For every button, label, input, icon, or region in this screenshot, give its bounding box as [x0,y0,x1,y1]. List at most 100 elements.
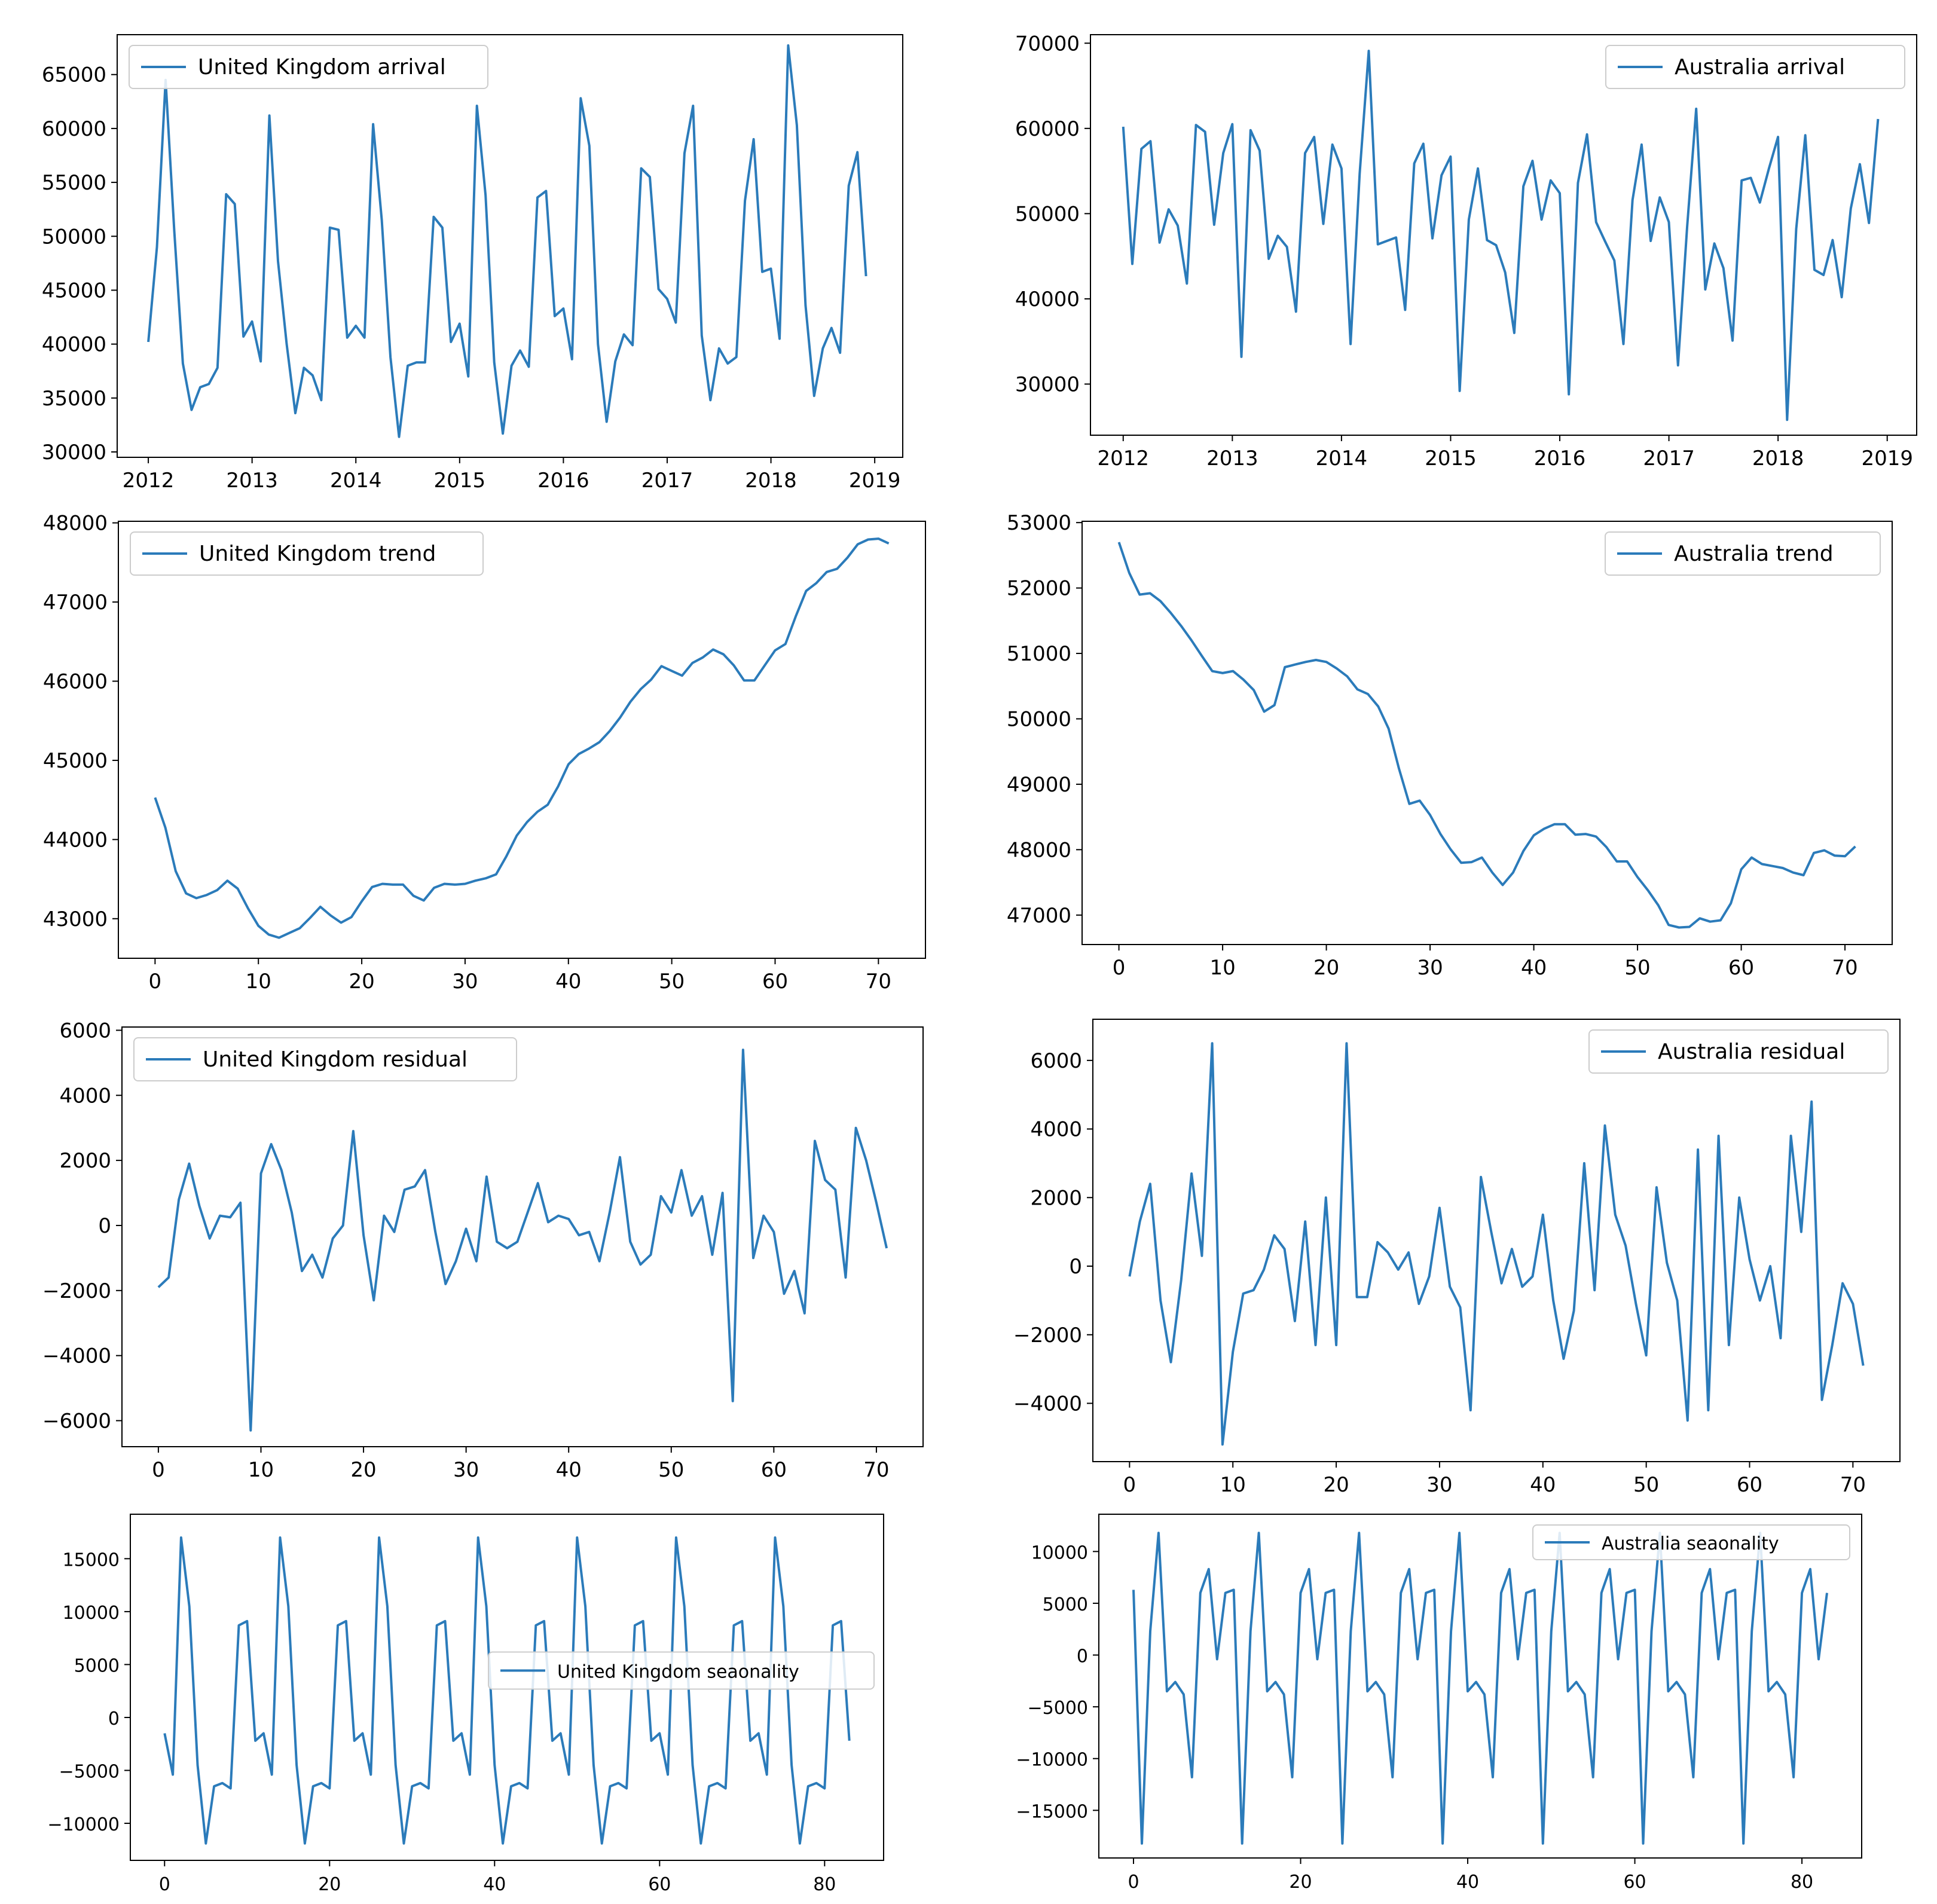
y-tick-label: 48000 [1007,838,1071,862]
x-tick-label: 50 [658,1458,684,1482]
axes-frame [1092,1019,1901,1462]
x-tick-label: 10 [246,970,271,994]
y-tick-label: 60000 [1015,117,1080,141]
series-line [163,1536,851,1845]
legend: United Kingdom arrival [129,45,488,89]
x-tick-label: 2014 [1316,447,1368,470]
legend: United Kingdom seaonality [488,1651,875,1690]
x-tick-label: 20 [1323,1473,1349,1497]
x-tick-label: 0 [149,970,162,994]
x-tick-label: 40 [1456,1872,1479,1893]
y-tick-label: 10000 [1031,1542,1088,1563]
x-tick-label: 2019 [849,469,901,493]
x-tick-label: 80 [813,1874,836,1895]
legend-box [130,531,484,576]
x-tick-label: 2015 [1425,447,1477,470]
au-trend-chart: 0 10 20 30 40 50 60 70 47000 48000 49000 50000 51000… [1007,511,1893,980]
y-tick-label: 6000 [59,1019,111,1043]
y-tick-label: 40000 [1015,288,1080,311]
y-tick-label: −4000 [42,1344,111,1368]
y-tick-label: 5000 [74,1655,120,1676]
y-tick-label: −10000 [47,1814,120,1835]
y-tick-label: 35000 [42,387,106,411]
x-tick-label: 0 [152,1458,165,1482]
y-tick-label: 65000 [42,63,106,87]
x-tick-label: 80 [1791,1872,1813,1893]
legend: Australia trend [1605,531,1881,576]
legend-label: United Kingdom arrival [198,55,446,80]
y-tick-label: 0 [108,1709,120,1729]
x-tick-label: 2018 [745,469,797,493]
x-tick-label: 70 [1832,956,1857,980]
y-tick-label: 5000 [1043,1594,1088,1615]
y-tick-label: 49000 [1007,773,1071,797]
y-tick-label: 10000 [63,1603,120,1624]
y-tick-label: −2000 [42,1279,111,1303]
axes-frame [130,1514,884,1861]
y-tick-label: 0 [1077,1646,1088,1667]
y-tick-label: −2000 [1013,1324,1082,1347]
axes-frame [118,521,926,959]
x-tick-label: 10 [1209,956,1235,980]
y-tick-label: 45000 [43,749,108,773]
x-tick-label: 20 [318,1874,341,1895]
x-tick-label: 40 [1530,1473,1556,1497]
x-tick-label: 40 [556,1458,582,1482]
y-tick-label: 51000 [1007,642,1071,666]
y-tick-label: 0 [98,1214,111,1238]
y-tick-label: −10000 [1016,1750,1088,1771]
x-tick-label: 60 [1728,956,1754,980]
y-tick-label: 48000 [43,512,108,536]
x-tick-label: 10 [248,1458,274,1482]
legend-box [1588,1029,1889,1074]
legend-label: United Kingdom residual [203,1047,468,1072]
x-tick-label: 60 [761,1458,787,1482]
y-tick-label: 4000 [59,1084,111,1108]
uk-seasonality-chart: 0 20 40 60 80 −10000 −5000 0 5000 10000 15000 Unite… [47,1514,884,1895]
y-tick-label: −5000 [59,1761,120,1782]
x-tick-label: 2014 [330,469,382,493]
y-tick-label: 53000 [1007,511,1071,535]
y-tick-label: 47000 [43,591,108,615]
axes-frame [121,1026,924,1447]
y-tick-label: 60000 [42,117,106,141]
x-tick-label: 50 [1624,956,1650,980]
legend-box [1532,1524,1850,1560]
au-residual-chart: 0 10 20 30 40 50 60 70 −4000 −2000 0 2000 4000 6000 Au… [1013,1019,1901,1497]
x-tick-label: 2019 [1861,447,1913,470]
x-tick-label: 2016 [1534,447,1586,470]
au-seasonality-chart: 0 20 40 60 80 −15000 −10000 −5000 0 5000 10000 Aust… [1016,1514,1862,1893]
x-tick-label: 2017 [1643,447,1695,470]
x-tick-label: 70 [863,1458,889,1482]
x-tick-label: 2013 [1206,447,1258,470]
y-tick-label: −4000 [1013,1392,1082,1416]
y-tick-label: 4000 [1030,1118,1082,1142]
legend-label: Australia seaonality [1602,1533,1779,1554]
x-tick-label: 2016 [537,469,589,493]
y-tick-label: 43000 [43,907,108,931]
legend-label: Australia trend [1674,542,1834,566]
x-tick-label: 60 [762,970,788,994]
legend-label: Australia arrival [1675,55,1845,80]
x-tick-label: 70 [1840,1473,1866,1497]
y-tick-label: 44000 [43,828,108,852]
y-tick-label: 2000 [1030,1186,1082,1210]
y-tick-label: 50000 [1007,707,1071,731]
legend-label: Australia residual [1658,1040,1845,1064]
axes-frame [1081,521,1893,945]
y-tick-label: −15000 [1016,1801,1088,1822]
y-tick-label: 2000 [59,1149,111,1173]
y-tick-label: 52000 [1007,577,1071,601]
y-tick-label: 15000 [63,1550,120,1570]
x-tick-label: 40 [555,970,581,994]
legend-label: United Kingdom seaonality [557,1662,799,1683]
x-tick-label: 0 [1123,1473,1136,1497]
x-tick-label: 20 [349,970,374,994]
x-tick-label: 0 [159,1874,170,1895]
uk-residual-chart: 0 10 20 30 40 50 60 70 −6000 −4000 −2000 0 2000 4000 6… [42,1019,924,1482]
axes-frame [1098,1514,1862,1859]
series-line [1128,1042,1865,1446]
x-tick-label: 30 [452,970,478,994]
x-tick-label: 2015 [434,469,486,493]
